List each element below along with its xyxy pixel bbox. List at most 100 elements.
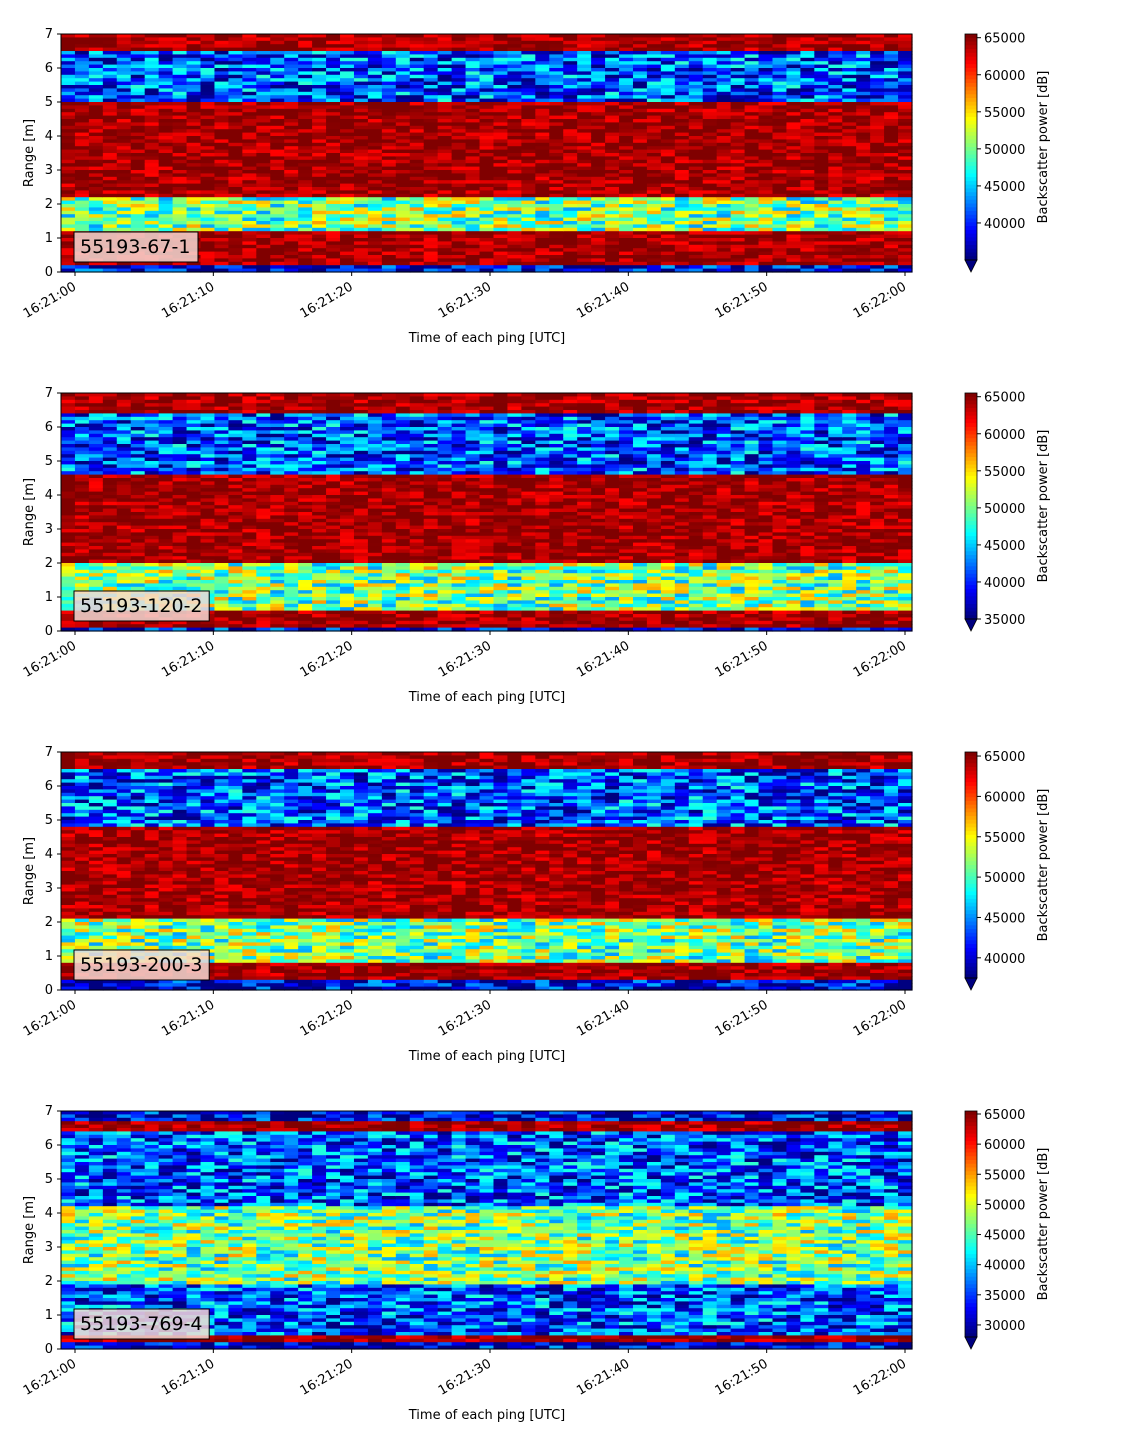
heatmap-cell bbox=[856, 159, 871, 164]
heatmap-cell bbox=[88, 627, 104, 632]
heatmap-cell bbox=[326, 119, 341, 123]
heatmap-cell bbox=[451, 136, 467, 140]
heatmap-cell bbox=[772, 136, 788, 140]
heatmap-cell bbox=[577, 176, 592, 181]
heatmap-cell bbox=[744, 268, 760, 273]
heatmap-cell bbox=[284, 149, 299, 154]
heatmap-cell bbox=[674, 156, 690, 161]
heatmap-cell bbox=[116, 583, 132, 588]
heatmap-cell bbox=[172, 34, 188, 38]
heatmap-cell bbox=[102, 129, 118, 134]
heatmap-cell bbox=[800, 95, 815, 100]
heatmap-cell bbox=[74, 125, 90, 130]
heatmap-cell bbox=[61, 614, 76, 618]
heatmap-cell bbox=[772, 238, 788, 242]
heatmap-cell bbox=[716, 224, 732, 229]
heatmap-cell bbox=[158, 450, 174, 455]
heatmap-cell bbox=[688, 238, 704, 242]
heatmap-cell bbox=[619, 166, 634, 171]
heatmap-cell bbox=[744, 142, 760, 147]
heatmap-cell bbox=[340, 142, 355, 147]
heatmap-cell bbox=[130, 61, 146, 66]
heatmap-cell bbox=[716, 88, 732, 93]
x-tick-label: 16:21:00 bbox=[21, 279, 79, 321]
heatmap-cell bbox=[591, 139, 606, 144]
heatmap-cell bbox=[451, 224, 467, 229]
heatmap-cell bbox=[730, 40, 746, 45]
heatmap-cell bbox=[116, 88, 132, 93]
heatmap-cell bbox=[102, 447, 118, 452]
heatmap-cell bbox=[800, 112, 815, 117]
heatmap-cell bbox=[172, 546, 188, 550]
heatmap-cell bbox=[172, 505, 188, 510]
heatmap-cell bbox=[367, 159, 383, 164]
heatmap-cell bbox=[800, 78, 815, 83]
heatmap-cell bbox=[563, 217, 578, 222]
heatmap-cell bbox=[493, 81, 509, 86]
heatmap-cell bbox=[381, 57, 397, 62]
heatmap-cell bbox=[660, 258, 676, 263]
heatmap-cell bbox=[563, 61, 578, 66]
heatmap-cell bbox=[646, 217, 662, 222]
heatmap-cell bbox=[395, 136, 411, 140]
heatmap-cell bbox=[563, 221, 578, 225]
heatmap-cell bbox=[898, 149, 913, 154]
heatmap-cell bbox=[367, 108, 383, 113]
heatmap-cell bbox=[74, 170, 90, 174]
heatmap-cell bbox=[786, 136, 801, 140]
heatmap-cell bbox=[730, 210, 746, 215]
heatmap-cell bbox=[828, 241, 843, 246]
heatmap-cell bbox=[61, 139, 76, 144]
heatmap-cell bbox=[200, 173, 216, 178]
heatmap-cell bbox=[228, 57, 243, 62]
heatmap-cell bbox=[451, 98, 467, 103]
heatmap-cell bbox=[451, 139, 467, 144]
heatmap-cell bbox=[465, 227, 481, 232]
heatmap-cell bbox=[102, 91, 118, 96]
heatmap-cell bbox=[646, 71, 662, 76]
heatmap-cell bbox=[284, 98, 299, 103]
heatmap-cell bbox=[423, 187, 439, 191]
heatmap-cell bbox=[74, 95, 90, 100]
heatmap-cell bbox=[549, 251, 564, 256]
heatmap-cell bbox=[632, 54, 648, 59]
heatmap-cell bbox=[144, 484, 160, 489]
heatmap-cell bbox=[158, 440, 174, 445]
heatmap-cell bbox=[646, 37, 662, 42]
heatmap-cell bbox=[256, 190, 271, 195]
x-tick-label: 16:21:10 bbox=[159, 279, 217, 321]
heatmap-cell bbox=[772, 129, 788, 134]
heatmap-cell bbox=[409, 61, 425, 66]
heatmap-cell bbox=[437, 210, 453, 215]
heatmap-cell bbox=[130, 129, 146, 134]
heatmap-cell bbox=[744, 217, 760, 222]
heatmap-cell bbox=[102, 549, 118, 554]
heatmap-cell bbox=[367, 170, 383, 174]
heatmap-cell bbox=[102, 563, 118, 567]
heatmap-cell bbox=[74, 423, 90, 428]
heatmap-cell bbox=[61, 413, 76, 418]
heatmap-cell bbox=[451, 156, 467, 161]
heatmap-cell bbox=[702, 122, 718, 127]
heatmap-cell bbox=[381, 221, 397, 225]
heatmap-cell bbox=[256, 261, 271, 266]
heatmap-cell bbox=[74, 532, 90, 537]
heatmap-cell bbox=[298, 57, 313, 62]
heatmap-cell bbox=[856, 166, 871, 171]
heatmap-cell bbox=[298, 176, 313, 181]
heatmap-cell bbox=[870, 183, 885, 188]
heatmap-cell bbox=[605, 166, 620, 171]
colorbar-step bbox=[965, 71, 977, 76]
heatmap-cell bbox=[270, 125, 285, 130]
heatmap-cell bbox=[688, 190, 704, 195]
heatmap-cell bbox=[130, 447, 146, 452]
heatmap-cell bbox=[437, 112, 453, 117]
heatmap-cell bbox=[186, 47, 202, 52]
heatmap-cell bbox=[744, 112, 760, 117]
heatmap-cell bbox=[395, 204, 411, 208]
heatmap-cell bbox=[605, 108, 620, 113]
heatmap-cell bbox=[74, 620, 90, 625]
heatmap-cell bbox=[800, 47, 815, 52]
heatmap-cell bbox=[479, 105, 495, 110]
heatmap-cell bbox=[870, 224, 885, 229]
